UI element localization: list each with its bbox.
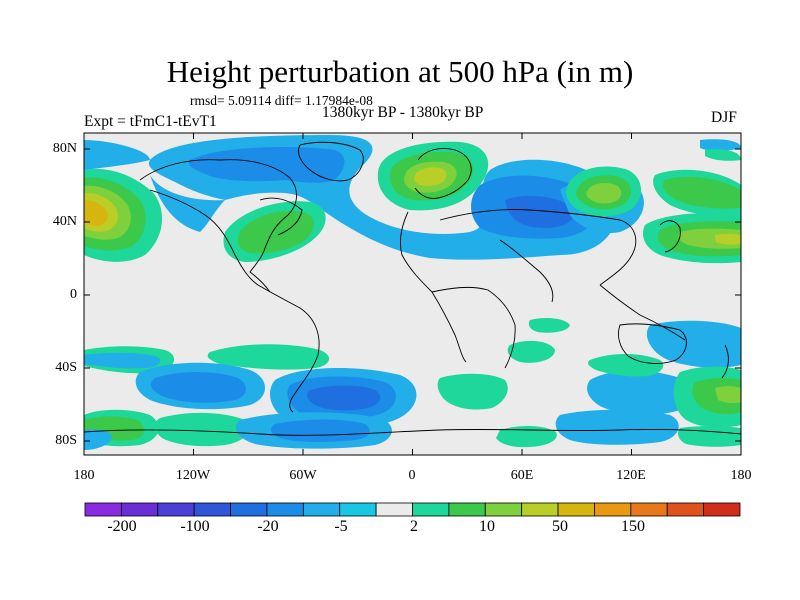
colorbar-swatch	[157, 502, 195, 517]
lat-label-40s: 40S	[55, 360, 77, 375]
colorbar-swatch	[230, 502, 268, 517]
colorbar-label: 2	[410, 518, 418, 535]
colorbar-swatch	[557, 502, 595, 517]
north-pacific-positive-anomaly	[84, 140, 163, 262]
colorbar-swatch	[84, 502, 122, 517]
colorbar-swatch	[120, 502, 159, 517]
lat-tick-marks	[84, 148, 741, 442]
season-label: DJF	[711, 109, 737, 126]
rmsd-text: rmsd= 5.09114 diff= 1.17984e-08	[190, 93, 373, 108]
lon-label-60w: 60W	[289, 468, 317, 483]
lat-label-80n: 80N	[52, 141, 77, 156]
lat-label-0: 0	[70, 287, 77, 302]
lat-label-80s: 80S	[55, 433, 77, 448]
colorbar-label: 10	[479, 518, 495, 535]
colorbar-swatch	[666, 502, 705, 517]
colorbar-swatch	[521, 502, 559, 517]
colorbar-label: 50	[552, 518, 568, 535]
lon-label-60e: 60E	[510, 468, 534, 483]
colorbar-swatch	[375, 502, 413, 517]
colorbar-swatch	[412, 502, 450, 517]
southern-ocean-negative-anomaly	[84, 317, 741, 450]
colorbar-label: -100	[180, 518, 210, 535]
coastlines	[84, 141, 741, 436]
colorbar-label: -5	[334, 518, 348, 535]
colorbar	[84, 502, 741, 517]
greenland-positive-anomaly	[377, 141, 489, 211]
colorbar-swatch	[193, 502, 231, 517]
colorbar-label: -200	[107, 518, 137, 535]
lon-label-120e: 120E	[616, 468, 646, 483]
colorbar-label: 150	[621, 518, 645, 535]
lon-label-0: 0	[408, 468, 416, 483]
period-text: 1380kyr BP - 1380kyr BP	[322, 104, 484, 121]
colorbar-swatch	[302, 502, 341, 517]
colorbar-swatch	[484, 502, 523, 517]
lat-label-40n: 40N	[52, 214, 77, 229]
colorbar-swatch	[594, 502, 632, 517]
lon-label-180e: 180	[730, 468, 752, 483]
colorbar-label: -20	[257, 518, 279, 535]
experiment-label: Expt = tFmC1-tEvT1	[84, 113, 217, 130]
page-title: Height perturbation at 500 hPa (in m)	[166, 54, 634, 89]
siberia-positive-anomaly	[566, 139, 741, 264]
colorbar-swatch	[266, 502, 304, 517]
lon-label-120w: 120W	[175, 468, 211, 483]
colorbar-swatch	[630, 502, 668, 517]
lon-label-180w: 180	[73, 468, 95, 483]
colorbar-swatch	[448, 502, 486, 517]
lon-tick-marks	[83, 133, 742, 455]
colorbar-swatch	[703, 502, 741, 517]
colorbar-swatch	[339, 502, 377, 517]
